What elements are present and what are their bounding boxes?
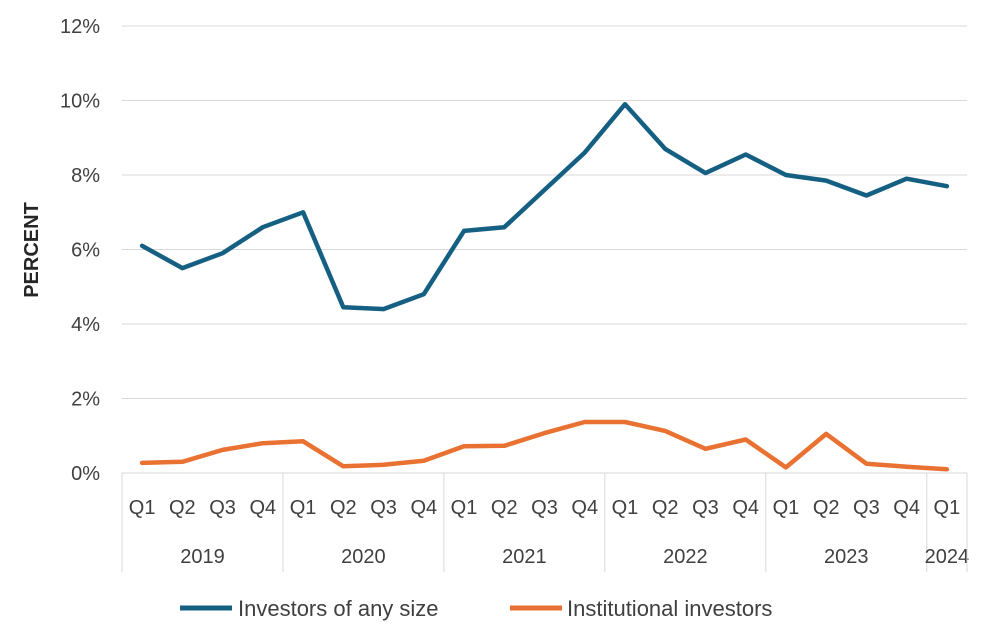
x-tick-label: Q3 (370, 497, 397, 519)
series-line-1 (139, 419, 950, 472)
x-tick-label: Q4 (571, 497, 598, 519)
x-tick-label: Q3 (531, 497, 558, 519)
x-tick-label: Q4 (732, 497, 759, 519)
x-group-label: 2021 (502, 546, 547, 568)
x-tick-label: Q1 (290, 497, 317, 519)
legend: Investors of any size Institutional inve… (180, 596, 772, 621)
series-lines (139, 101, 950, 472)
x-axis: Q1 Q2 Q3 Q4 Q1 Q2 Q3 Q4 Q1 Q2 Q3 Q4 Q1 Q2 Q3 Q4 Q1 Q2 Q3 Q4… (121, 472, 970, 572)
x-tick-label: Q1 (934, 497, 961, 519)
x-tick-label: Q3 (209, 497, 236, 519)
y-tick-label: 12% (60, 16, 100, 38)
y-tick-label: 4% (71, 314, 100, 336)
x-group-label: 2024 (925, 546, 970, 568)
x-tick-label: Q3 (853, 497, 880, 519)
x-tick-label: Q4 (249, 497, 276, 519)
x-tick-label: Q1 (129, 497, 156, 519)
x-tick-label: Q2 (330, 497, 357, 519)
y-tick-label: 8% (71, 165, 100, 187)
x-tick-label: Q2 (169, 497, 196, 519)
x-tick-label: Q2 (652, 497, 679, 519)
x-tick-label: Q1 (773, 497, 800, 519)
x-group-label: 2023 (824, 546, 869, 568)
x-tick-label: Q4 (410, 497, 437, 519)
y-axis-ticks: 0% 2% 4% 6% 8% 10% 12% (60, 16, 100, 485)
series-line-0 (139, 101, 950, 312)
y-tick-label: 6% (71, 240, 100, 262)
x-tick-label: Q2 (813, 497, 840, 519)
y-tick-label: 10% (60, 91, 100, 113)
x-tick-label: Q1 (612, 497, 639, 519)
x-tick-label: Q3 (692, 497, 719, 519)
x-group-label: 2022 (663, 546, 708, 568)
x-tick-label: Q2 (491, 497, 518, 519)
legend-label-institutional-investors: Institutional investors (567, 596, 772, 621)
legend-label-investors-any-size: Investors of any size (238, 596, 439, 621)
x-tick-label: Q1 (451, 497, 478, 519)
gridlines (122, 25, 967, 399)
x-group-label: 2019 (180, 546, 225, 568)
y-axis-label: PERCENT (21, 202, 43, 298)
y-tick-label: 0% (71, 463, 100, 485)
y-tick-label: 2% (71, 389, 100, 411)
x-group-label: 2020 (341, 546, 386, 568)
x-tick-label: Q4 (893, 497, 920, 519)
